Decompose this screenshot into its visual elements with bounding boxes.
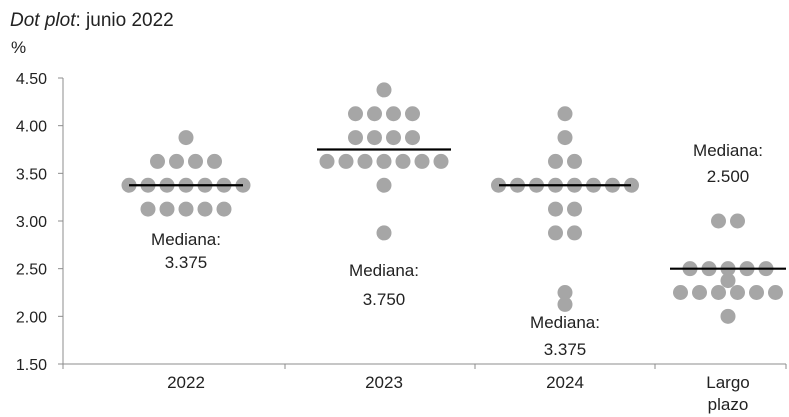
data-point <box>491 177 506 193</box>
data-point <box>216 201 232 217</box>
y-tick-label: 1.50 <box>16 357 47 374</box>
x-category-label: Largo <box>706 373 749 392</box>
data-point <box>376 153 392 169</box>
data-point <box>207 153 222 169</box>
data-point <box>557 296 573 312</box>
data-point <box>548 225 563 241</box>
median-annotation: Mediana: <box>693 141 763 160</box>
x-category-label: plazo <box>708 395 749 414</box>
x-category-label: 2022 <box>167 373 205 392</box>
data-point <box>730 213 745 229</box>
data-point <box>386 106 401 122</box>
x-category-label: 2024 <box>546 373 584 392</box>
median-annotation: 3.375 <box>165 253 208 272</box>
data-point <box>720 273 736 289</box>
data-point <box>720 308 736 324</box>
y-tick-label: 2.00 <box>16 309 47 326</box>
y-tick-label: 4.00 <box>16 119 47 136</box>
median-annotation: 3.750 <box>363 290 406 309</box>
y-tick-label: 4.50 <box>16 71 47 88</box>
data-point <box>548 153 563 169</box>
chart-title: Dot plot: junio 2022 <box>10 10 174 32</box>
data-point <box>338 153 354 169</box>
data-point <box>730 285 745 300</box>
median-annotation: 3.375 <box>544 340 587 359</box>
data-point <box>197 201 213 217</box>
data-point <box>433 153 449 169</box>
data-point <box>395 153 411 169</box>
data-point <box>624 177 639 193</box>
data-point <box>159 201 175 217</box>
data-point <box>367 130 382 146</box>
x-category-label: 2023 <box>365 373 403 392</box>
data-point <box>367 106 382 122</box>
y-tick-label: 3.50 <box>16 166 47 183</box>
data-point <box>348 106 363 122</box>
data-point <box>768 285 783 300</box>
data-point <box>319 153 335 169</box>
data-point <box>386 130 401 146</box>
data-point <box>188 153 203 169</box>
data-point <box>376 225 392 241</box>
data-point <box>178 130 194 146</box>
data-point <box>749 285 764 300</box>
data-point <box>405 106 420 122</box>
data-point <box>414 153 430 169</box>
data-point <box>557 106 573 122</box>
chart-title-italic: Dot plot <box>10 10 76 31</box>
data-point <box>376 177 392 193</box>
data-point <box>711 213 726 229</box>
chart-title-rest: : junio 2022 <box>75 10 174 31</box>
data-point <box>357 153 373 169</box>
data-point <box>567 201 582 217</box>
median-annotation: Mediana: <box>151 230 221 249</box>
data-point <box>567 225 582 241</box>
data-point <box>376 82 392 98</box>
y-tick-label: 2.50 <box>16 262 47 279</box>
data-point <box>692 285 707 300</box>
median-annotation: 2.500 <box>707 167 750 186</box>
data-point <box>548 201 563 217</box>
data-point <box>150 153 165 169</box>
y-tick-label: 3.00 <box>16 214 47 231</box>
data-point <box>673 285 688 300</box>
data-point <box>567 153 582 169</box>
data-point <box>140 201 156 217</box>
median-annotation: Mediana: <box>530 313 600 332</box>
y-axis-unit: % <box>11 38 27 57</box>
data-point <box>405 130 420 146</box>
data-point <box>711 285 726 300</box>
data-point <box>169 153 184 169</box>
data-point <box>557 285 573 300</box>
data-point <box>557 130 573 146</box>
data-point <box>348 130 363 146</box>
median-annotation: Mediana: <box>349 261 419 280</box>
data-point <box>178 201 194 217</box>
